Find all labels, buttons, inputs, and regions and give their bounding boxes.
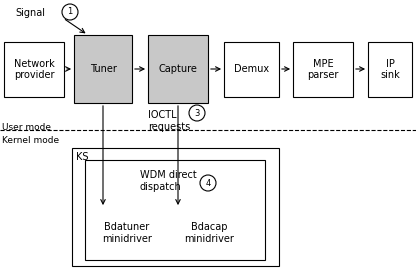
Text: Demux: Demux <box>234 64 269 74</box>
Bar <box>93 208 161 258</box>
Circle shape <box>200 175 216 191</box>
Bar <box>368 42 412 97</box>
Text: Kernel mode: Kernel mode <box>2 136 59 145</box>
Text: Bdatuner
minidriver: Bdatuner minidriver <box>102 222 152 244</box>
Bar <box>72 148 279 266</box>
Text: WDM direct
dispatch: WDM direct dispatch <box>140 170 197 192</box>
Text: Bdacap
minidriver: Bdacap minidriver <box>184 222 234 244</box>
Text: Capture: Capture <box>158 64 198 74</box>
Text: 1: 1 <box>67 8 73 16</box>
Text: IOCTL
requests: IOCTL requests <box>148 110 190 132</box>
Text: 3: 3 <box>194 109 200 117</box>
Bar <box>224 42 279 97</box>
Circle shape <box>189 105 205 121</box>
Text: Network
provider: Network provider <box>14 59 54 80</box>
Bar <box>175 208 243 258</box>
Text: IP
sink: IP sink <box>380 59 400 80</box>
Text: User mode: User mode <box>2 123 51 132</box>
Bar <box>85 160 265 260</box>
Text: Tuner: Tuner <box>89 64 116 74</box>
Bar <box>74 35 132 103</box>
Text: MPE
parser: MPE parser <box>307 59 339 80</box>
Text: 4: 4 <box>206 179 210 187</box>
Bar <box>4 42 64 97</box>
Circle shape <box>62 4 78 20</box>
Text: KS: KS <box>76 152 89 162</box>
Text: Signal: Signal <box>15 8 45 18</box>
Bar <box>148 35 208 103</box>
Bar <box>293 42 353 97</box>
